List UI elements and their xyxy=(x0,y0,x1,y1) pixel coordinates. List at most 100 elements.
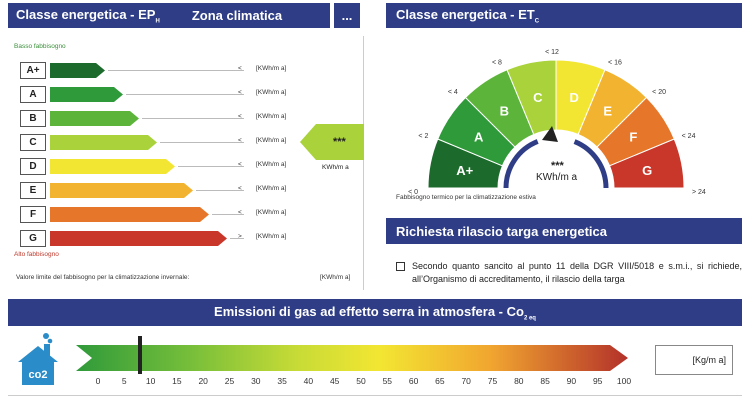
ep-row-leader xyxy=(160,142,244,143)
ep-class-letter: D xyxy=(20,158,46,175)
ep-title: Classe energetica - EPH xyxy=(16,6,160,25)
ep-class-arrow xyxy=(50,135,157,150)
et-header: Classe energetica - ETC xyxy=(386,3,742,28)
co2-scale-tick: 50 xyxy=(356,376,366,386)
ep-row-unit: [KWh/m a] xyxy=(256,137,287,144)
more-button[interactable]: ... xyxy=(334,3,360,28)
ep-row-f: F < [KWh/m a] xyxy=(20,206,310,223)
co2-scale-tick: 85 xyxy=(540,376,550,386)
co2-scale-tick: 35 xyxy=(277,376,287,386)
et-threshold-label: < 0 xyxy=(408,189,418,196)
ep-row-symbol: < xyxy=(238,137,242,144)
co2-title: Emissioni di gas ad effetto serra in atm… xyxy=(214,303,536,322)
ep-row-c: C < [KWh/m a] xyxy=(20,134,310,151)
co2-scale-tick: 65 xyxy=(435,376,445,386)
ep-class-arrow xyxy=(50,231,227,246)
et-threshold-label: < 8 xyxy=(492,59,502,66)
ep-row-d: D < [KWh/m a] xyxy=(20,158,310,175)
ep-row-leader xyxy=(126,94,244,95)
targa-checkbox[interactable] xyxy=(396,262,405,271)
et-value: *** xyxy=(551,160,564,172)
et-unit: KWh/m a xyxy=(536,172,578,183)
co2-scale-tick: 45 xyxy=(329,376,340,386)
co2-scale-tick: 100 xyxy=(616,376,632,386)
ep-class-letter: F xyxy=(20,206,46,223)
et-segment-label: C xyxy=(533,90,543,105)
ep-row-leader xyxy=(196,190,244,191)
ep-row-g: G > [KWh/m a] xyxy=(20,230,310,247)
co2-scale-tick: 5 xyxy=(121,376,127,386)
co2-unit: [Kg/m a] xyxy=(692,355,726,365)
co2-scale-tick: 80 xyxy=(514,376,524,386)
et-threshold-label: < 2 xyxy=(418,133,428,140)
et-segment-label: B xyxy=(500,104,509,119)
ep-row-leader xyxy=(142,118,244,119)
ep-header: Classe energetica - EPH Zona climatica xyxy=(8,3,330,28)
ep-indicator-unit: KWh/m a xyxy=(322,164,349,171)
targa-text: Secondo quanto sancito al punto 11 della… xyxy=(412,261,742,284)
co2-unit-box: [Kg/m a] xyxy=(655,345,733,375)
ep-limit-unit: [KWh/m a] xyxy=(320,274,351,281)
ep-row-unit: [KWh/m a] xyxy=(256,185,287,192)
ep-row-symbol: < xyxy=(238,185,242,192)
ep-class-letter: A+ xyxy=(20,62,46,79)
co2-scale-tick: 55 xyxy=(382,376,393,386)
ep-class-letter: E xyxy=(20,182,46,199)
ep-class-arrow xyxy=(50,159,175,174)
targa-header: Richiesta rilascio targa energetica xyxy=(386,218,742,244)
house-co2-text: co2 xyxy=(29,369,48,381)
et-segment-label: A xyxy=(474,129,484,144)
co2-scale-tick: 30 xyxy=(251,376,261,386)
et-segment-label: E xyxy=(603,104,612,119)
et-gauge: A+ A B C D E F G < 0 < 2 < 4 < 8 < 12 < 16 < 20 < 24 > 2… xyxy=(408,49,706,196)
et-segment-label: G xyxy=(642,163,652,178)
ep-row-symbol: < xyxy=(238,161,242,168)
et-gauge-inner-ring xyxy=(503,135,609,189)
ep-row-unit: [KWh/m a] xyxy=(256,89,287,96)
et-segment-label: F xyxy=(629,129,637,144)
ep-row-leader xyxy=(178,166,244,167)
ep-indicator-value: *** xyxy=(333,136,346,148)
ep-class-arrow xyxy=(50,111,139,126)
et-threshold-label: > 24 xyxy=(692,189,706,196)
co2-marker xyxy=(138,336,143,374)
et-segment-label: A+ xyxy=(456,163,473,178)
co2-panel xyxy=(8,326,742,396)
zona-climatica-label: Zona climatica xyxy=(191,8,283,23)
ep-row-leader xyxy=(212,214,244,215)
et-threshold-label: < 24 xyxy=(682,133,696,140)
co2-scale-tick: 95 xyxy=(592,376,603,386)
ep-class-arrow xyxy=(50,87,123,102)
ep-row-a: A < [KWh/m a] xyxy=(20,86,310,103)
targa-title: Richiesta rilascio targa energetica xyxy=(396,223,607,239)
ep-class-letter: B xyxy=(20,110,46,127)
ep-bottom-label: Alto fabbisogno xyxy=(14,251,59,258)
ep-row-leader xyxy=(108,70,244,71)
co2-scale-tick: 75 xyxy=(487,376,498,386)
co2-scale-tick: 60 xyxy=(408,376,419,386)
ep-class-letter: G xyxy=(20,230,46,247)
ep-row-symbol: < xyxy=(238,65,242,72)
co2-scale-tick: 40 xyxy=(303,376,314,386)
ep-row-unit: [KWh/m a] xyxy=(256,209,287,216)
co2-scale-tick: 10 xyxy=(145,376,156,386)
ep-row-symbol: > xyxy=(238,233,242,240)
house-co2-icon: co2 xyxy=(18,333,58,385)
ep-row-leader xyxy=(230,238,244,239)
ep-row-symbol: < xyxy=(238,209,242,216)
ep-row-b: B < [KWh/m a] xyxy=(20,110,310,127)
ep-row-symbol: < xyxy=(238,89,242,96)
ep-row-unit: [KWh/m a] xyxy=(256,233,287,240)
et-threshold-label: < 12 xyxy=(545,49,559,56)
et-threshold-label: < 16 xyxy=(608,59,622,66)
et-caption: Fabbisogno termico per la climatizzazion… xyxy=(396,194,536,201)
et-title: Classe energetica - ETC xyxy=(396,6,540,25)
co2-scale-tick: 0 xyxy=(95,376,101,386)
co2-scale-tick: 90 xyxy=(566,376,577,386)
et-threshold-label: < 20 xyxy=(652,89,666,96)
et-threshold-label: < 4 xyxy=(448,89,458,96)
ep-row-unit: [KWh/m a] xyxy=(256,161,287,168)
ep-top-label: Basso fabbisogno xyxy=(14,43,66,50)
et-segment-g xyxy=(608,138,685,189)
ep-row-aplus: A+ < [KWh/m a] xyxy=(20,62,310,79)
